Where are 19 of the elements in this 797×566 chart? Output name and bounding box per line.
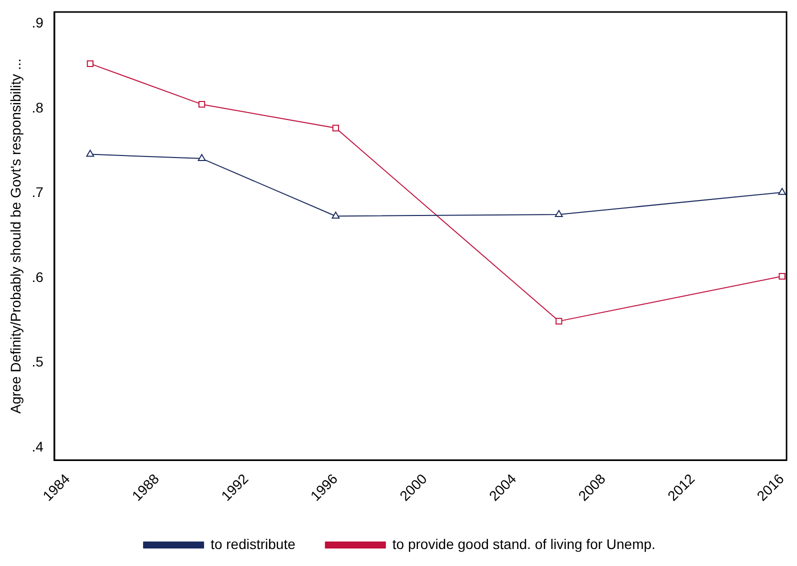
y-axis-title: Agree Definity/Probably should be Govt's responsibility ... xyxy=(7,58,24,414)
y-tick-label: .7 xyxy=(32,184,44,200)
point xyxy=(554,210,563,217)
point xyxy=(332,212,340,219)
y-tick-label: .5 xyxy=(32,354,44,370)
y-tick-label: .8 xyxy=(32,99,44,116)
y-tick-label: .4 xyxy=(32,438,44,454)
y-tick-label: .6 xyxy=(32,268,44,285)
point xyxy=(198,154,206,162)
point xyxy=(198,101,206,108)
point xyxy=(778,272,786,280)
legend-label: to redistribute xyxy=(210,536,296,552)
legend-label: to provide good stand. of living for Unemp. xyxy=(392,536,656,552)
point xyxy=(86,150,94,157)
y-tick-label: .9 xyxy=(32,14,44,31)
point xyxy=(332,124,340,132)
point xyxy=(556,318,562,325)
point xyxy=(86,60,94,67)
point xyxy=(778,188,786,195)
